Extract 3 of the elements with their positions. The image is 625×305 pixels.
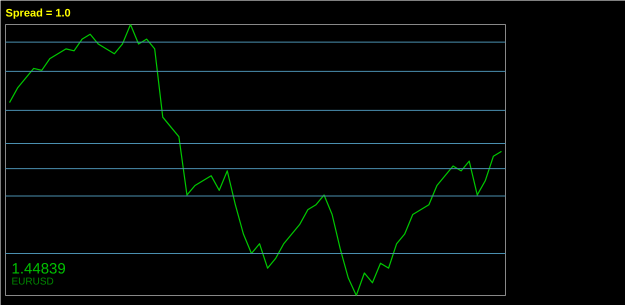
annotation: EURUSD <box>12 276 54 288</box>
annotation: 1.44839 <box>12 260 66 278</box>
chart-title: Spread = 1.0 <box>6 8 71 20</box>
